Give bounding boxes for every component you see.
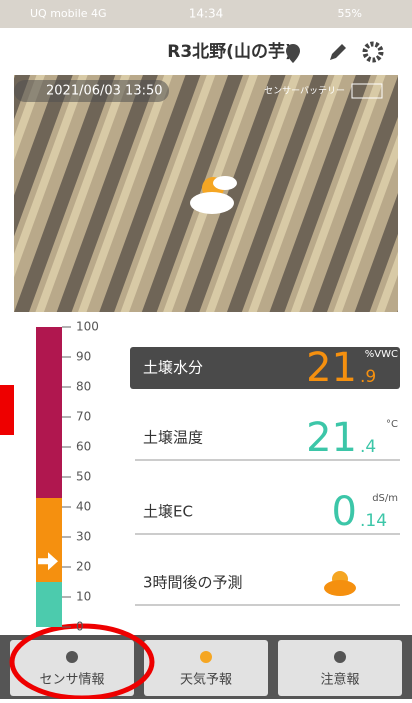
reading-label: 3時間後の予測 [143,574,243,592]
gauge-tick-label: 10 [76,590,91,604]
reading-value: 0 [332,489,357,535]
status-bar [0,0,412,28]
reading-label: 土壌水分 [143,359,203,377]
tab-label: センサ情報 [39,673,104,688]
header-title: R3北野(山の芋) [167,41,292,62]
edit-icon[interactable] [330,44,346,60]
gauge-pointer [38,552,58,571]
header [14,28,398,75]
reading-value: 21 [306,345,357,391]
tab-icon [66,651,78,663]
reading-label: 土壌EC [143,503,193,521]
annotation-circle [9,623,155,701]
reading-value: 21 [306,415,357,461]
gauge-tick-label: 100 [76,320,99,334]
forecast-cloud [324,580,356,596]
carrier: UQ mobile 4G [30,7,107,20]
tab-button[interactable] [10,640,134,696]
gauge-tick-label: 60 [76,440,91,454]
battery-label: センサーバッテリー [264,86,345,97]
battery: 55% [338,7,362,20]
reading-unit: %VWC [365,349,398,360]
gauge-tick-label: 0 [76,620,84,634]
reading-decimal: .9 [360,367,376,387]
tab-label: 注意報 [320,672,359,688]
tab-label: 天気予報 [180,672,232,688]
reading-unit: dS/m [372,493,398,504]
annotation-marker [0,385,14,435]
gauge-segment [36,327,62,498]
gauge-tick-label: 40 [76,500,91,514]
gauge-tick-label: 90 [76,350,91,364]
tab-button[interactable] [278,640,402,696]
gauge-segment [36,498,62,582]
gauge-tick-label: 80 [76,380,91,394]
gauge-tick-label: 50 [76,470,91,484]
time: 14:34 [189,7,224,21]
tab-icon [334,651,346,663]
tab-button[interactable] [144,640,268,696]
battery-icon [351,83,383,99]
location-icon[interactable] [286,44,300,63]
reading-decimal: .14 [360,511,387,531]
gauge-tick-label: 30 [76,530,91,544]
reading-unit: °C [386,419,398,430]
settings-icon[interactable] [362,41,384,63]
reading-highlight [130,347,400,389]
tab-icon [200,651,212,663]
weather-icon [190,176,237,214]
timestamp: 2021/06/03 13:50 [46,84,163,99]
reading-decimal: .4 [360,437,376,457]
timestamp-pill [14,80,169,102]
gauge-tick-label: 70 [76,410,91,424]
gauge-tick-label: 20 [76,560,91,574]
gauge-segment [36,582,62,627]
reading-label: 土壌温度 [143,429,203,447]
